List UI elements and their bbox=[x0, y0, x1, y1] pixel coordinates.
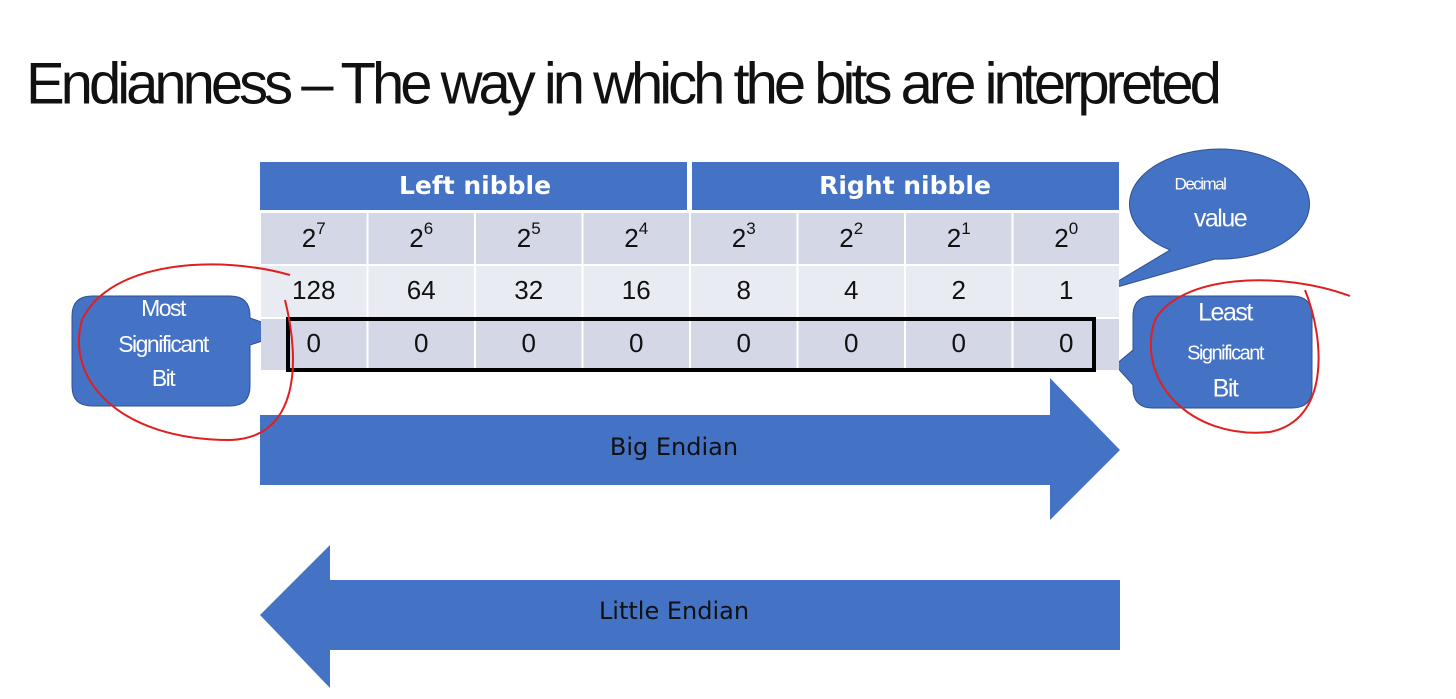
table-cell bbox=[476, 213, 582, 264]
table-cell bbox=[906, 266, 1012, 317]
power-base: 2 bbox=[839, 223, 853, 253]
table-cell bbox=[368, 213, 474, 264]
table-cell bbox=[583, 319, 689, 370]
power-exponent: 5 bbox=[531, 219, 540, 238]
callout-text: Significant bbox=[1187, 342, 1265, 364]
table-cell bbox=[1013, 213, 1119, 264]
table-cell bbox=[798, 319, 904, 370]
power-exponent: 1 bbox=[961, 219, 970, 238]
bit-value: 0 bbox=[414, 328, 428, 358]
big-endian-label: Big Endian bbox=[610, 433, 738, 461]
power-base: 2 bbox=[947, 223, 961, 253]
callout-text: Decimal bbox=[1175, 174, 1227, 193]
annotation-circle bbox=[1149, 279, 1351, 434]
callout-text: Most bbox=[141, 295, 187, 321]
power-label: 27 bbox=[302, 219, 326, 252]
place-value: 16 bbox=[622, 275, 651, 305]
callout-text: Least bbox=[1198, 299, 1253, 327]
table-cell bbox=[1013, 266, 1119, 317]
place-value: 128 bbox=[292, 275, 335, 305]
table-cell bbox=[906, 213, 1012, 264]
bit-value: 0 bbox=[844, 328, 858, 358]
power-label: 23 bbox=[732, 219, 756, 252]
table-cell bbox=[476, 266, 582, 317]
table-cell bbox=[906, 319, 1012, 370]
power-exponent: 2 bbox=[854, 219, 863, 238]
power-label: 25 bbox=[517, 219, 541, 252]
power-exponent: 6 bbox=[424, 219, 433, 238]
table-cell bbox=[691, 319, 797, 370]
table-cell bbox=[583, 266, 689, 317]
power-exponent: 7 bbox=[316, 219, 325, 238]
table-cell bbox=[476, 319, 582, 370]
msb-callout bbox=[71, 295, 292, 407]
nibble-label: Left nibble bbox=[399, 171, 551, 200]
table-cell bbox=[798, 213, 904, 264]
bit-value: 0 bbox=[737, 328, 751, 358]
place-value: 1 bbox=[1059, 275, 1073, 305]
power-label: 24 bbox=[624, 219, 648, 252]
bit-value: 0 bbox=[307, 328, 321, 358]
table-cell bbox=[368, 319, 474, 370]
power-label: 20 bbox=[1054, 219, 1078, 252]
power-base: 2 bbox=[409, 223, 423, 253]
place-value: 2 bbox=[952, 275, 966, 305]
table-cell bbox=[261, 213, 367, 264]
bits-outline bbox=[286, 317, 1096, 372]
callout-text: Bit bbox=[1213, 375, 1239, 403]
power-base: 2 bbox=[1054, 223, 1068, 253]
bit-value: 0 bbox=[1059, 328, 1073, 358]
table-cell bbox=[1013, 319, 1119, 370]
power-base: 2 bbox=[732, 223, 746, 253]
place-value: 8 bbox=[737, 275, 751, 305]
bit-value: 0 bbox=[522, 328, 536, 358]
decimal-callout bbox=[1099, 148, 1310, 293]
nibble-header bbox=[260, 162, 687, 210]
power-label: 26 bbox=[409, 219, 433, 252]
place-value: 64 bbox=[407, 275, 436, 305]
power-exponent: 0 bbox=[1069, 219, 1078, 238]
little-endian-label: Little Endian bbox=[599, 597, 749, 625]
power-base: 2 bbox=[302, 223, 316, 253]
nibble-header bbox=[692, 162, 1119, 210]
table-cell bbox=[798, 266, 904, 317]
little-endian-arrow bbox=[260, 545, 1120, 688]
table-cell bbox=[691, 213, 797, 264]
table-cell bbox=[261, 319, 367, 370]
callout-text: value bbox=[1194, 205, 1247, 233]
nibble-label: Right nibble bbox=[819, 171, 991, 200]
table-cell bbox=[691, 266, 797, 317]
place-value: 4 bbox=[844, 275, 858, 305]
power-base: 2 bbox=[517, 223, 531, 253]
place-value: 32 bbox=[514, 275, 543, 305]
power-base: 2 bbox=[624, 223, 638, 253]
bit-value: 0 bbox=[629, 328, 643, 358]
callout-text: Bit bbox=[152, 365, 176, 391]
big-endian-arrow bbox=[260, 378, 1120, 520]
annotation-circle bbox=[77, 263, 294, 442]
table-cell bbox=[261, 266, 367, 317]
power-label: 21 bbox=[947, 219, 971, 252]
slide-title: Endianness – The way in which the bits a… bbox=[26, 51, 1219, 116]
callout-text: Significant bbox=[118, 331, 210, 357]
power-exponent: 4 bbox=[639, 219, 648, 238]
power-exponent: 3 bbox=[746, 219, 755, 238]
power-label: 22 bbox=[839, 219, 863, 252]
table-cell bbox=[368, 266, 474, 317]
table-cell bbox=[583, 213, 689, 264]
bit-value: 0 bbox=[952, 328, 966, 358]
